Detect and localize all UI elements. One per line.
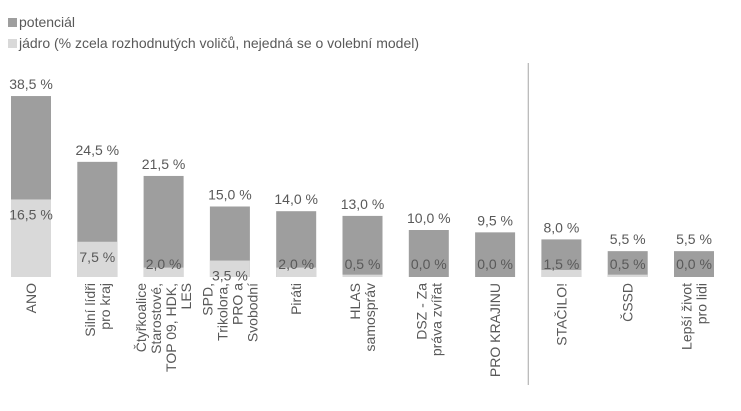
category-tick-label: ČtyřkoaliceStarostové,TOP 09, HDK,LES bbox=[133, 283, 194, 372]
category-tick-label: SPD,Trikolora,PRO aSvobodní bbox=[199, 283, 260, 342]
core-value-label: 0,5 % bbox=[345, 256, 381, 272]
core-value-label: 0,0 % bbox=[477, 256, 513, 272]
core-value-label: 0,5 % bbox=[610, 256, 646, 272]
core-value-label: 2,0 % bbox=[278, 256, 314, 272]
core-value-label: 7,5 % bbox=[79, 249, 115, 265]
core-value-label: 0,0 % bbox=[676, 256, 712, 272]
legend-item-core: jádro (% zcela rozhodnutých voličů, neje… bbox=[8, 33, 419, 54]
core-value-label: 0,0 % bbox=[411, 256, 447, 272]
potential-value-label: 21,5 % bbox=[142, 156, 186, 172]
legend-swatch-core bbox=[8, 39, 17, 48]
core-bar bbox=[276, 267, 317, 277]
potential-value-label: 13,0 % bbox=[341, 196, 385, 212]
category-tick-label: Piráti bbox=[288, 283, 304, 315]
core-bar bbox=[342, 274, 383, 277]
category-tick-label: Lepší životpro lidi bbox=[679, 283, 710, 350]
core-bar bbox=[607, 274, 648, 277]
core-value-label: 2,0 % bbox=[146, 256, 182, 272]
core-bar bbox=[143, 267, 184, 277]
potential-value-label: 15,0 % bbox=[208, 187, 252, 203]
core-value-label: 3,5 % bbox=[212, 268, 248, 284]
core-value-label: 1,5 % bbox=[543, 256, 579, 272]
category-tick-label: HLASsamospráv bbox=[347, 283, 378, 351]
category-tick-label: STAČILO! bbox=[553, 283, 569, 346]
potential-bar bbox=[607, 251, 648, 277]
category-tick-label: ČSSD bbox=[620, 283, 636, 322]
core-bar bbox=[11, 199, 51, 277]
potential-value-label: 38,5 % bbox=[9, 76, 53, 92]
potential-value-label: 9,5 % bbox=[477, 212, 513, 228]
potential-value-label: 24,5 % bbox=[76, 142, 120, 158]
legend-item-potential: potenciál bbox=[8, 12, 419, 33]
potential-bar bbox=[475, 232, 516, 277]
potential-value-label: 5,5 % bbox=[676, 231, 712, 247]
core-bar bbox=[77, 241, 118, 277]
category-tick-label: Silní lídřipro kraj bbox=[82, 283, 113, 337]
legend-label-potential: potenciál bbox=[19, 14, 76, 30]
potential-value-label: 5,5 % bbox=[610, 231, 646, 247]
potential-bar bbox=[342, 215, 383, 277]
category-tick-label: ANO bbox=[23, 283, 39, 313]
core-bar bbox=[541, 269, 582, 277]
category-tick-label: DSZ - Zapráva zvířat bbox=[413, 283, 444, 356]
legend-swatch-potential bbox=[8, 18, 17, 27]
chart-legend: potenciál jádro (% zcela rozhodnutých vo… bbox=[8, 12, 419, 54]
core-bar bbox=[209, 260, 250, 277]
potential-bar bbox=[674, 251, 714, 277]
potential-bar bbox=[276, 211, 317, 277]
potential-value-label: 14,0 % bbox=[274, 191, 318, 207]
legend-label-core: jádro (% zcela rozhodnutých voličů, neje… bbox=[19, 35, 420, 51]
potential-bar bbox=[143, 175, 184, 277]
category-tick-label: PRO KRAJINU bbox=[487, 283, 503, 377]
core-value-label: 16,5 % bbox=[9, 206, 53, 222]
potential-bar bbox=[408, 230, 449, 277]
potential-value-label: 8,0 % bbox=[543, 219, 579, 235]
potential-value-label: 10,0 % bbox=[407, 210, 451, 226]
